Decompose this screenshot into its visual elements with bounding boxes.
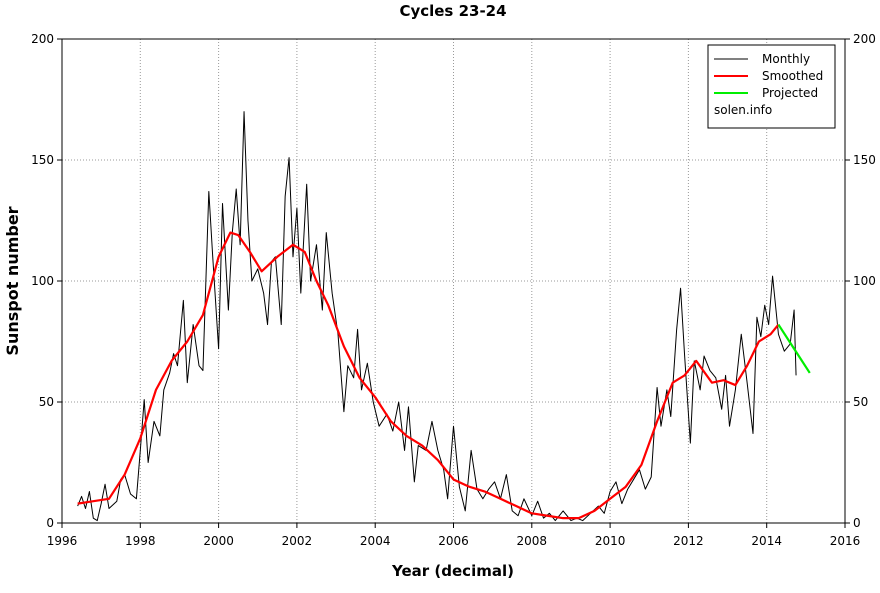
y2-tick-label: 200 bbox=[853, 32, 876, 46]
x-axis-label: Year (decimal) bbox=[391, 562, 514, 580]
y-tick-label: 100 bbox=[31, 274, 54, 288]
y2-tick-label: 150 bbox=[853, 153, 876, 167]
y2-tick-label: 50 bbox=[853, 395, 868, 409]
x-tick-label: 1996 bbox=[47, 534, 78, 548]
x-tick-label: 2008 bbox=[517, 534, 548, 548]
y-tick-label: 50 bbox=[39, 395, 54, 409]
plot-frame bbox=[61, 38, 846, 524]
legend-label: Monthly bbox=[762, 52, 810, 66]
x-tick-label: 1998 bbox=[125, 534, 156, 548]
series-line bbox=[77, 231, 780, 520]
legend-label: Projected bbox=[762, 86, 818, 100]
y2-tick-label: 100 bbox=[853, 274, 876, 288]
x-tick-label: 2004 bbox=[360, 534, 391, 548]
y-tick-label: 0 bbox=[46, 516, 54, 530]
chart-title: Cycles 23-24 bbox=[399, 2, 506, 20]
x-tick-label: 2006 bbox=[438, 534, 469, 548]
series-line bbox=[77, 111, 797, 522]
y2-tick-label: 0 bbox=[853, 516, 861, 530]
series-line bbox=[777, 323, 811, 374]
x-tick-label: 2000 bbox=[203, 534, 234, 548]
x-tick-label: 2010 bbox=[595, 534, 626, 548]
x-tick-label: 2014 bbox=[751, 534, 782, 548]
legend-label: Smoothed bbox=[762, 69, 823, 83]
legend-note: solen.info bbox=[714, 103, 772, 117]
y-tick-label: 150 bbox=[31, 153, 54, 167]
x-tick-label: 2016 bbox=[830, 534, 861, 548]
y-tick-label: 200 bbox=[31, 32, 54, 46]
x-tick-label: 2012 bbox=[673, 534, 704, 548]
x-tick-label: 2002 bbox=[282, 534, 313, 548]
y-axis-label: Sunspot number bbox=[3, 206, 22, 355]
